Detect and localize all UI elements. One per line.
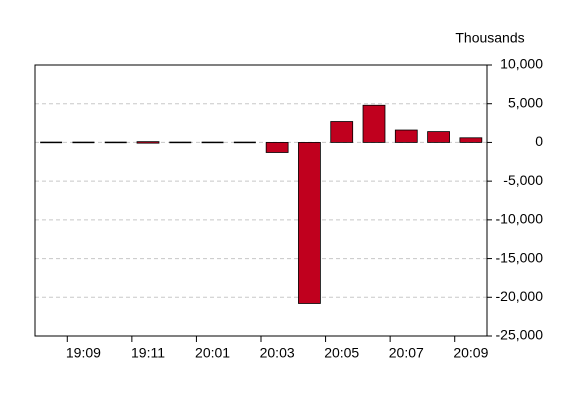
y-tick-label: -25,000 bbox=[496, 327, 544, 343]
bar bbox=[298, 142, 321, 304]
x-tick-label: 19:09 bbox=[66, 345, 101, 361]
bar bbox=[136, 141, 160, 144]
bar bbox=[459, 137, 483, 143]
bar bbox=[427, 131, 450, 143]
x-tick-label: 20:03 bbox=[260, 345, 295, 361]
bar bbox=[169, 141, 192, 144]
x-tick-label: 20:05 bbox=[324, 345, 359, 361]
y-tick-label: 5,000 bbox=[508, 94, 543, 110]
y-tick-label: -5,000 bbox=[503, 172, 543, 188]
y-tick-label: -20,000 bbox=[496, 288, 544, 304]
bar bbox=[40, 141, 63, 144]
bar bbox=[265, 142, 289, 153]
bar bbox=[72, 141, 95, 144]
bar bbox=[233, 141, 256, 144]
x-tick-label: 19:11 bbox=[131, 345, 165, 361]
y-tick-label: 10,000 bbox=[500, 56, 543, 72]
x-tick-label: 20:01 bbox=[195, 345, 230, 361]
y-tick-label: -10,000 bbox=[496, 211, 544, 227]
bar bbox=[330, 121, 354, 143]
y-tick-label: 0 bbox=[535, 133, 543, 149]
y-tick-label: -15,000 bbox=[496, 249, 544, 265]
bar bbox=[201, 141, 224, 144]
y-axis-title: Thousands bbox=[455, 30, 524, 46]
x-tick-label: 20:09 bbox=[453, 345, 488, 361]
bar bbox=[394, 129, 418, 143]
plot-frame bbox=[34, 64, 488, 337]
bar bbox=[362, 104, 386, 143]
bar bbox=[104, 141, 127, 144]
x-tick-label: 20:07 bbox=[389, 345, 424, 361]
